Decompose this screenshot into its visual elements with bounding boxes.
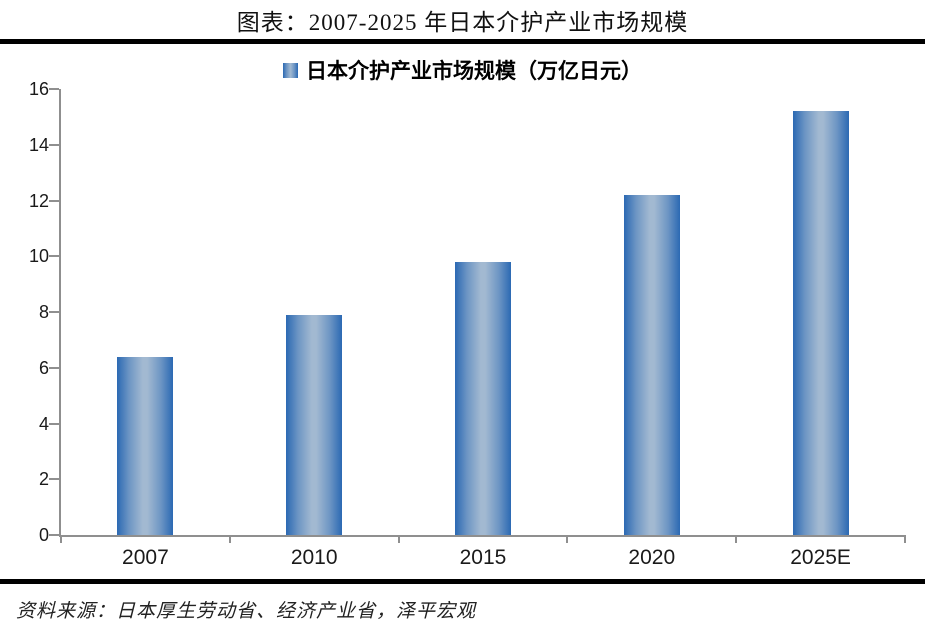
y-tick-label-14: 14 xyxy=(28,134,49,155)
legend: 日本介护产业市场规模（万亿日元） xyxy=(0,55,925,85)
legend-marker-icon xyxy=(283,62,298,78)
x-tick-mark xyxy=(397,535,400,543)
y-tick-label-6: 6 xyxy=(38,357,49,378)
x-tick-mark xyxy=(735,535,738,543)
bar-2020 xyxy=(623,194,680,535)
bottom-divider xyxy=(0,579,925,584)
y-tick-label-8: 8 xyxy=(38,302,49,322)
bar-2010 xyxy=(286,314,343,535)
y-tick-mark xyxy=(49,422,59,425)
top-divider xyxy=(0,39,925,44)
y-tick-label-10: 10 xyxy=(28,246,49,267)
bar-2015 xyxy=(455,261,511,535)
x-axis-label-2007: 2007 xyxy=(122,546,169,569)
x-axis-label-2015: 2015 xyxy=(459,546,507,569)
source-note: 资料来源：日本厚生劳动省、经济产业省，泽平宏观 xyxy=(16,601,477,622)
plot-area xyxy=(49,88,906,543)
y-tick-mark xyxy=(49,366,59,369)
x-tick-mark xyxy=(566,535,569,543)
y-tick-label-0: 0 xyxy=(38,525,49,545)
y-tick-label-16: 16 xyxy=(28,79,49,99)
x-axis-labels: 2007 2010 2015 2020 2025E xyxy=(61,546,905,572)
x-axis-label-2025E: 2025E xyxy=(790,546,851,569)
bar-2007 xyxy=(117,356,174,535)
y-tick-mark xyxy=(49,255,59,258)
x-axis-label-2010: 2010 xyxy=(290,546,338,569)
x-tick-mark xyxy=(228,535,231,543)
page-title: 图表：2007-2025 年日本介护产业市场规模 xyxy=(236,10,689,35)
y-tick-label-2: 2 xyxy=(38,469,49,490)
y-tick-mark xyxy=(49,478,59,481)
y-axis: 0 2 4 6 8 10 12 14 16 xyxy=(0,79,49,545)
y-tick-mark xyxy=(49,311,59,313)
y-tick-mark xyxy=(49,534,59,536)
x-tick-mark xyxy=(904,535,906,543)
y-tick-mark xyxy=(49,199,59,202)
x-axis-label-2020: 2020 xyxy=(628,546,676,569)
x-tick-mark xyxy=(60,535,62,543)
y-tick-label-12: 12 xyxy=(28,190,49,211)
y-tick-mark xyxy=(49,88,59,90)
y-tick-mark xyxy=(49,143,59,146)
bar-2025E xyxy=(792,111,849,535)
legend-label: 日本介护产业市场规模（万亿日元） xyxy=(306,59,642,83)
y-tick-label-4: 4 xyxy=(38,413,49,434)
